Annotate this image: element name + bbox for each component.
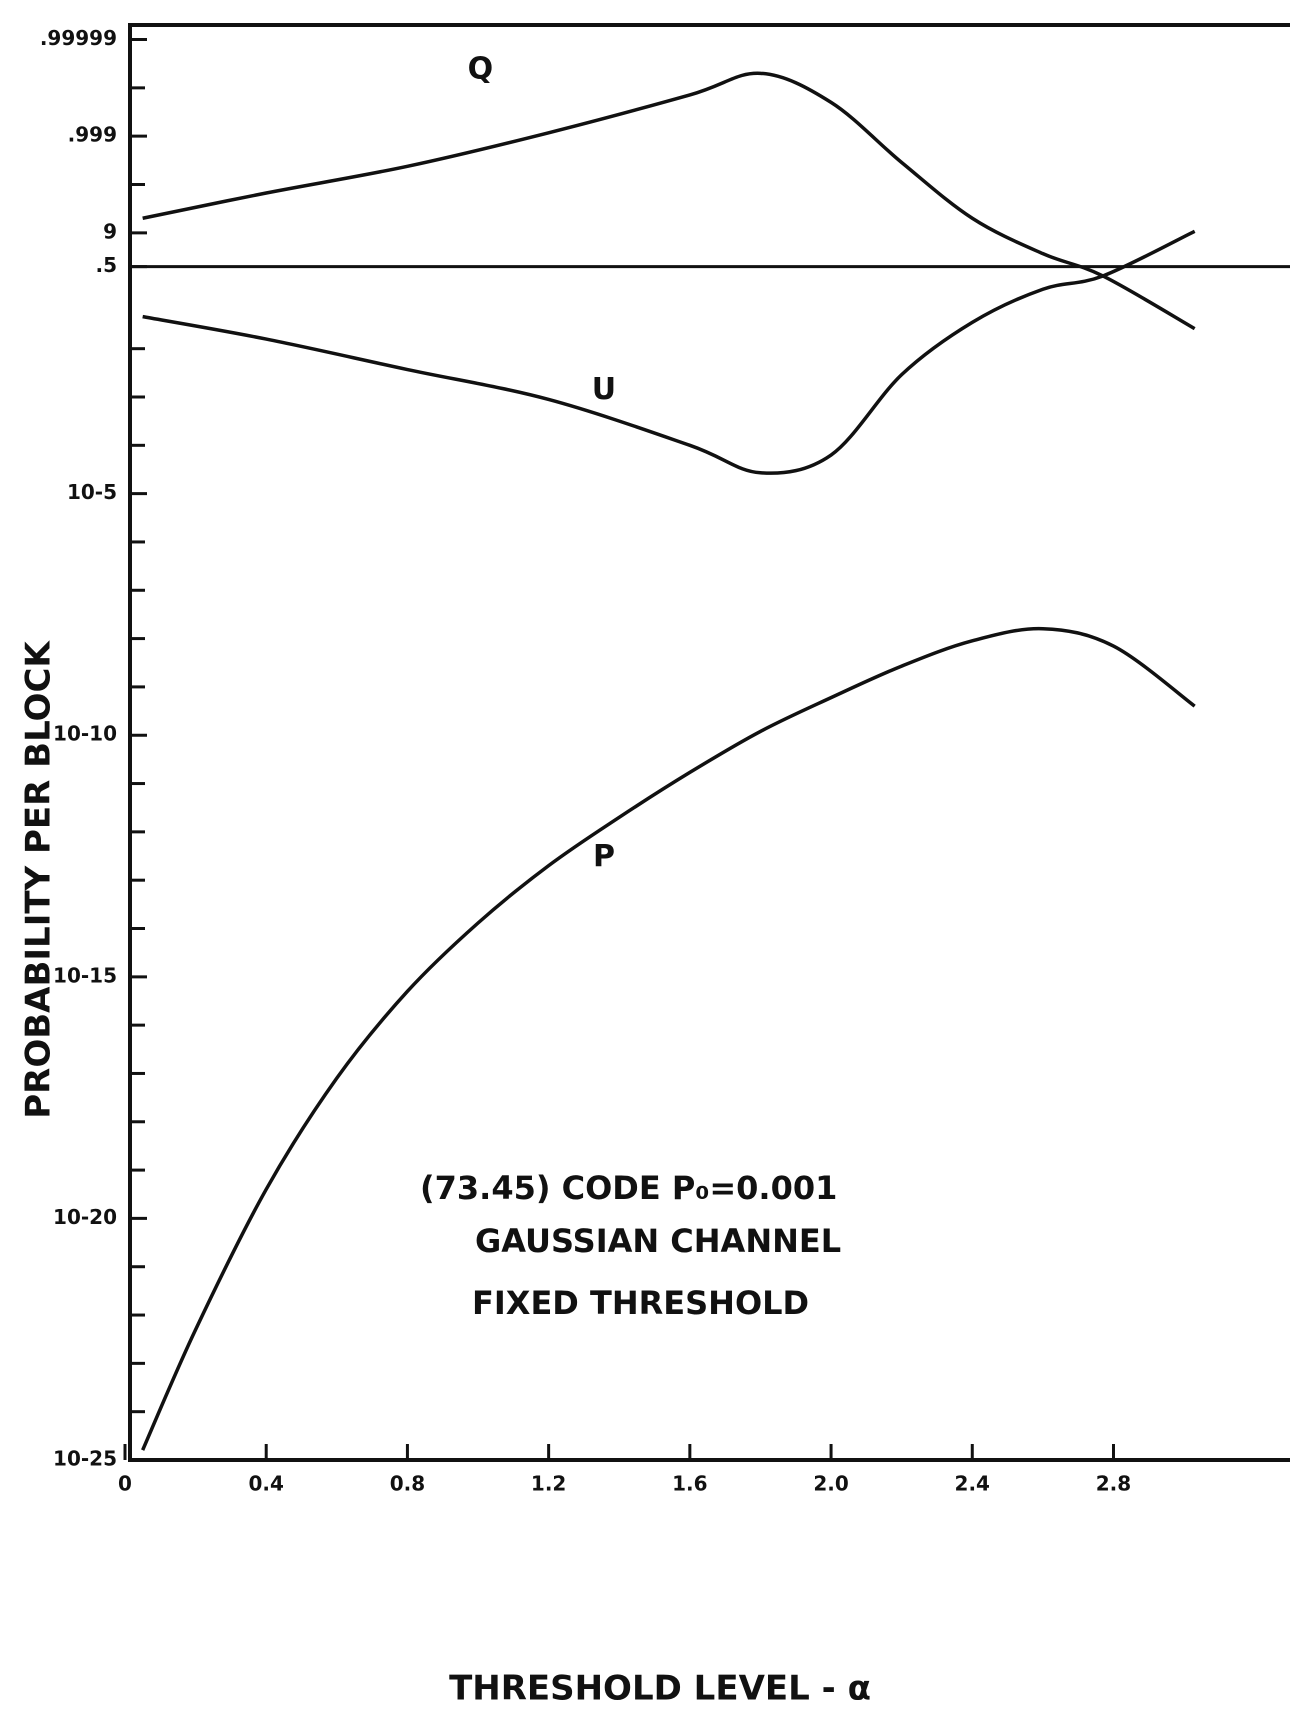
- annotation: (73.45) CODE P₀=0.001: [420, 1169, 837, 1207]
- y-tick-label: 10-15: [53, 963, 117, 987]
- x-tick-label: 2.0: [813, 1472, 848, 1496]
- x-tick-label: 2.4: [955, 1472, 990, 1496]
- x-axis-title: THRESHOLD LEVEL - α: [449, 1669, 871, 1709]
- y-tick-label: 10-5: [67, 480, 117, 504]
- y-tick-label: 10-25: [53, 1447, 117, 1471]
- curve-label: U: [592, 372, 616, 407]
- y-tick-label: .999: [68, 123, 117, 147]
- x-tick-label: 0.4: [248, 1472, 283, 1496]
- annotation: GAUSSIAN CHANNEL: [475, 1222, 841, 1260]
- x-tick-label: 1.2: [531, 1472, 566, 1496]
- x-tick-label: 1.6: [672, 1472, 707, 1496]
- y-tick-label: 10-10: [53, 722, 117, 746]
- annotation: FIXED THRESHOLD: [472, 1284, 809, 1322]
- x-tick-label: 2.8: [1096, 1472, 1131, 1496]
- curve: [141, 626, 1196, 1451]
- plot-frame: [128, 23, 1290, 1462]
- y-tick-label: .99999: [40, 26, 117, 50]
- y-tick-label: .5: [95, 253, 117, 277]
- y-tick-label: 10-20: [53, 1205, 117, 1229]
- curve-label: Q: [468, 51, 494, 86]
- curve: [142, 71, 1196, 331]
- curve-label: P: [593, 839, 615, 874]
- x-tick-label: 0: [118, 1472, 132, 1496]
- y-axis-title: PROBABILITY PER BLOCK: [19, 640, 59, 1119]
- curve: [142, 229, 1196, 475]
- y-tick-label: 9: [103, 219, 117, 243]
- x-tick-label: 0.8: [390, 1472, 425, 1496]
